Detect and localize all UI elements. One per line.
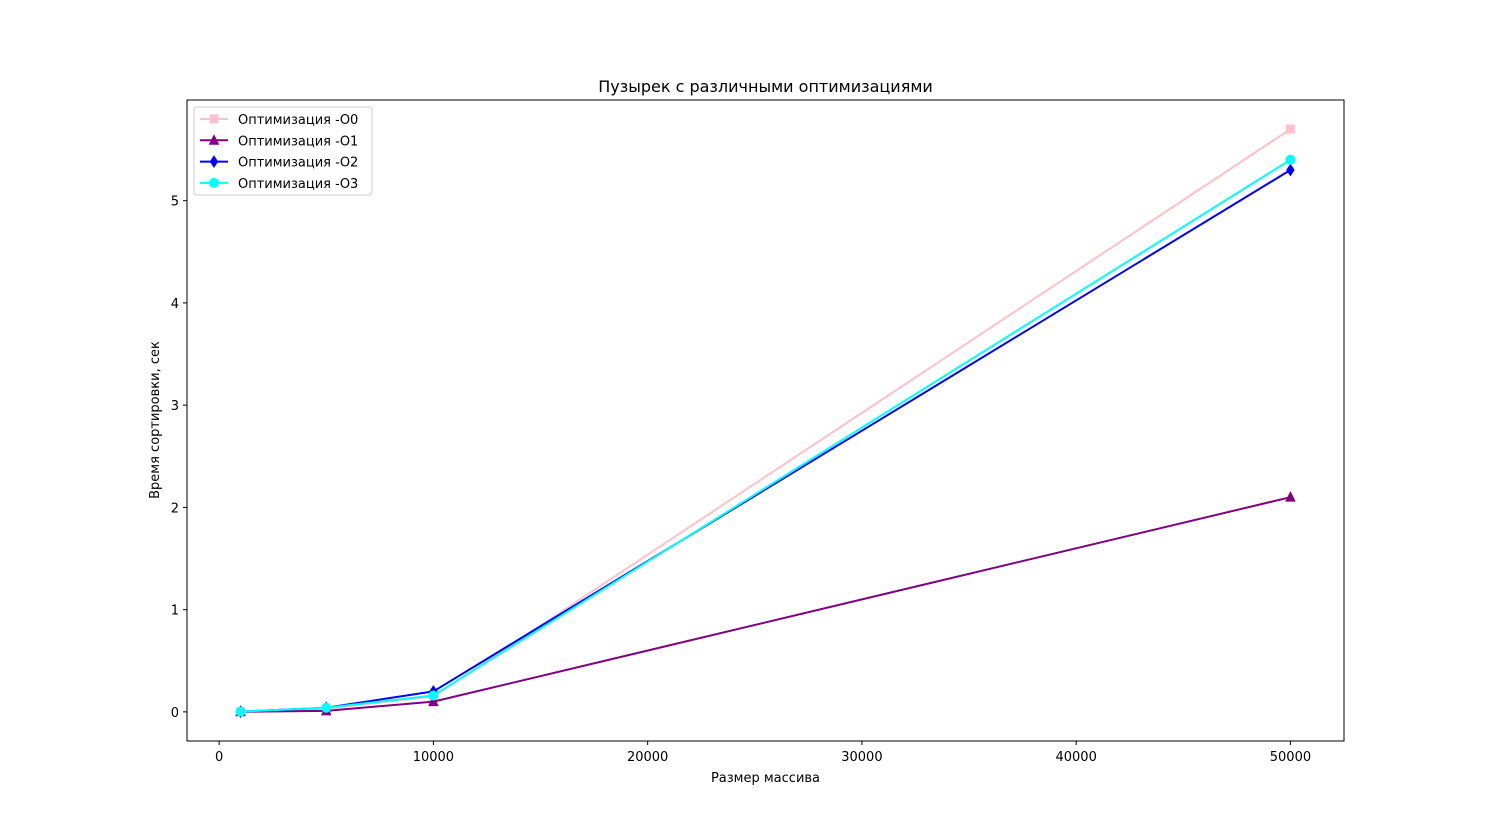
x-tick-label: 10000 <box>413 750 454 765</box>
series-line <box>240 496 1291 713</box>
legend-label: Оптимизация -O2 <box>238 156 358 171</box>
data-point <box>428 690 439 701</box>
legend-box <box>193 106 373 196</box>
y-tick-label: 5 <box>171 195 179 210</box>
y-tick-label: 1 <box>171 604 179 619</box>
plot-frame <box>186 99 1345 742</box>
legend-marker <box>208 134 220 145</box>
series-line <box>240 128 1291 713</box>
data-point <box>235 706 246 717</box>
x-axis-title: Размер массива <box>711 771 820 786</box>
series-line <box>240 169 1291 713</box>
series-0 <box>236 124 1295 717</box>
data-point <box>1285 154 1296 165</box>
series-1 <box>235 491 1296 717</box>
x-tick-label: 0 <box>215 750 223 765</box>
legend-item: Оптимизация -O0 <box>200 113 358 128</box>
chart-title: Пузырек с различными оптимизациями <box>598 77 933 96</box>
legend-item: Оптимизация -O2 <box>200 155 358 171</box>
legend-marker <box>209 155 219 169</box>
x-tick-label: 20000 <box>627 750 668 765</box>
legend-marker <box>209 177 219 188</box>
x-tick-label: 50000 <box>1270 750 1311 765</box>
data-point <box>428 695 439 707</box>
series-line <box>240 158 1291 713</box>
legend: Оптимизация -O0 Оптимизация -O1 Оптимизаци… <box>193 106 373 196</box>
legend-item: Оптимизация -O3 <box>200 177 358 192</box>
legend-label: Оптимизация -O0 <box>238 113 358 128</box>
x-tick-label: 30000 <box>841 750 882 765</box>
legend-label: Оптимизация -O1 <box>238 134 358 149</box>
data-point <box>1286 163 1295 177</box>
y-tick-label: 3 <box>171 399 179 414</box>
y-tick-label: 4 <box>171 297 179 312</box>
x-tick-label: 40000 <box>1055 750 1096 765</box>
legend-label: Оптимизация -O3 <box>238 177 358 192</box>
legend-item: Оптимизация -O1 <box>200 134 358 149</box>
data-point <box>1285 124 1295 134</box>
legend-marker <box>209 114 219 124</box>
series-2 <box>236 163 1295 719</box>
data-point <box>1285 491 1296 502</box>
y-axis-title: Время сортировки, сек <box>148 341 163 499</box>
data-point <box>321 702 332 713</box>
plot-area: 0 10000 20000 30000 40000 50000 0 1 2 3 4 5 <box>171 99 1345 765</box>
y-tick-label: 0 <box>171 706 179 721</box>
y-tick-label: 2 <box>171 501 179 516</box>
series-3 <box>235 154 1296 717</box>
